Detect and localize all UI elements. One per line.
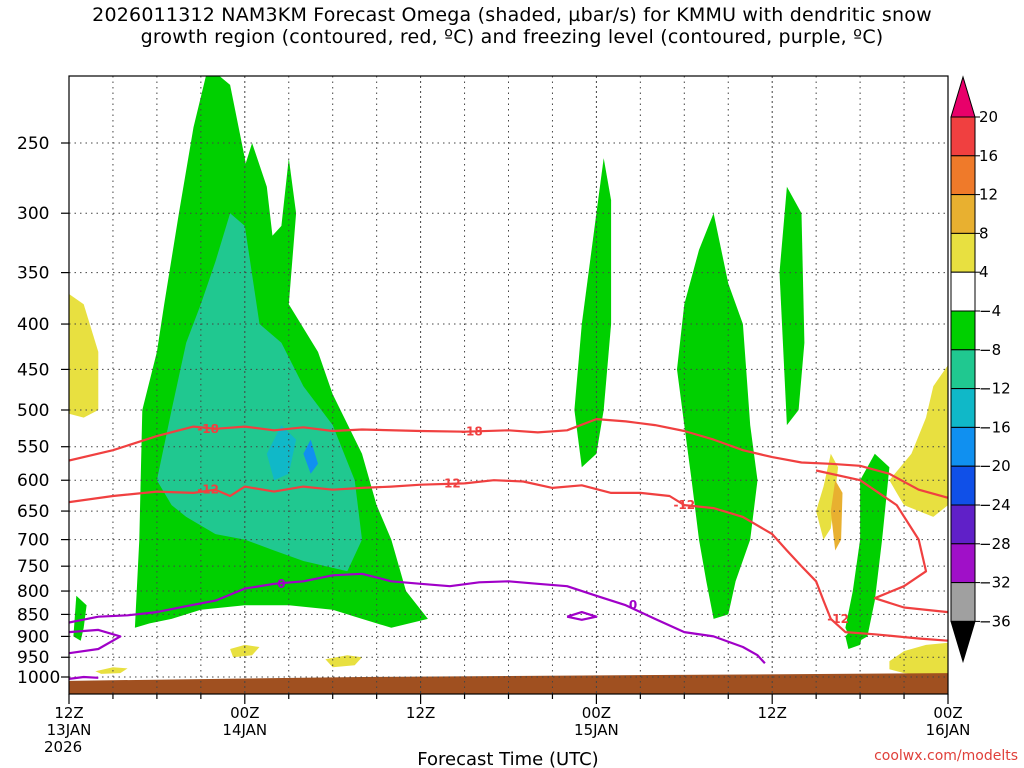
title-line-1: 2026011312 NAM3KM Forecast Omega (shaded…: [92, 4, 932, 26]
omega-region-3: [677, 213, 758, 619]
contour-line-6: [566, 611, 598, 621]
colorbar-label-9: −20: [979, 457, 1011, 475]
y-tick-label-1000: 1000: [17, 668, 60, 688]
colorbar-swatch-9: [950, 426, 976, 467]
omega-region-13: [889, 365, 948, 517]
temperature-contours: -18 -18 -12 -12 -12 -12 0 0: [69, 418, 948, 680]
contour-label-1-3: -12: [827, 612, 849, 626]
colorbar-swatch-12: [950, 543, 976, 584]
x-tick-label-3-1: 15JAN: [574, 721, 619, 739]
y-tick-label-500: 500: [17, 401, 49, 421]
y-tick-label-350: 350: [17, 264, 49, 284]
contour-line-2: [815, 469, 948, 614]
colorbar-label-5: −4: [979, 302, 1001, 320]
colorbar-bottom-arrow: [950, 620, 976, 664]
y-tick-label-650: 650: [17, 502, 49, 522]
omega-region-5: [845, 453, 890, 645]
contour-line-0: [69, 418, 948, 499]
contour-label-3-1: 0: [629, 598, 637, 612]
omega-region-18: [830, 480, 843, 551]
contour-line-5: [69, 675, 99, 680]
title-line-2: growth region (contoured, red, ºC) and f…: [140, 26, 884, 48]
terrain: [69, 673, 948, 694]
y-tick-label-450: 450: [17, 360, 49, 380]
x-axis-title: Forecast Time (UTC): [417, 749, 598, 768]
omega-region-8: [156, 213, 362, 572]
colorbar-swatch-4: [950, 232, 976, 273]
x-tick-label-5-1: 16JAN: [926, 721, 971, 739]
colorbar-label-13: −36: [979, 612, 1011, 630]
terrain-fill: [69, 673, 948, 694]
contour-label-1-0: -12: [197, 483, 219, 497]
y-tick-label-550: 550: [17, 438, 49, 458]
colorbar-label-1: 16: [979, 147, 998, 165]
x-tick-label-5-0: 00Z: [933, 704, 962, 722]
omega-region-14: [889, 642, 948, 677]
y-tick-label-800: 800: [17, 582, 49, 602]
omega-shading: [69, 76, 948, 677]
omega-region-7: [73, 595, 87, 641]
colorbar-swatch-6: [950, 310, 976, 351]
contour-line-4: [69, 628, 122, 655]
omega-region-16: [325, 655, 362, 668]
omega-region-2: [574, 158, 612, 468]
y-tick-label-850: 850: [17, 605, 49, 625]
colorbar-swatch-7: [950, 349, 976, 390]
omega-region-9: [266, 425, 297, 481]
contour-label-1-2: -12: [673, 498, 695, 512]
contour-label-3-0: 0: [277, 577, 285, 591]
y-tick-label-750: 750: [17, 557, 49, 577]
colorbar-label-0: 20: [979, 108, 998, 126]
credit-text: coolwx.com/modelts: [874, 748, 1018, 764]
y-tick-label-700: 700: [17, 531, 49, 551]
colorbar-swatch-13: [950, 582, 976, 622]
colorbar: 20 16 12 8 4 −4 −8 −12 −16 −20 −24 −28 −32 −36: [950, 75, 1011, 664]
contour-label-0-1: -18: [461, 425, 483, 439]
x-tick-label-4-0: 12Z: [758, 704, 787, 722]
x-tick-label-1-1: 14JAN: [222, 721, 267, 739]
colorbar-label-2: 12: [979, 186, 998, 204]
colorbar-swatch-1: [950, 116, 976, 157]
omega-region-4: [779, 186, 805, 426]
colorbar-label-4: 4: [979, 263, 989, 281]
omega-region-10: [303, 439, 318, 474]
colorbar-swatch-3: [950, 194, 976, 234]
colorbar-label-7: −12: [979, 380, 1011, 398]
omega-region-17: [95, 667, 128, 674]
colorbar-swatch-5: [950, 271, 976, 312]
y-tick-label-600: 600: [17, 471, 49, 491]
grid-lines: [68, 76, 949, 694]
colorbar-label-11: −28: [979, 535, 1011, 553]
x-tick-label-1-0: 00Z: [230, 704, 259, 722]
contour-label-0-0: -18: [197, 422, 219, 436]
x-tick-label-0-2: 2026: [44, 738, 82, 756]
x-tick-label-3-0: 00Z: [582, 704, 611, 722]
omega-region-11: [69, 294, 99, 418]
colorbar-swatch-10: [950, 465, 976, 506]
colorbar-swatch-2: [950, 155, 976, 196]
x-tick-label-2-0: 12Z: [406, 704, 435, 722]
contour-label-1-1: -12: [439, 476, 461, 490]
y-tick-label-900: 900: [17, 627, 49, 647]
y-tick-label-300: 300: [17, 204, 49, 224]
colorbar-label-3: 8: [979, 224, 989, 242]
colorbar-swatch-8: [950, 388, 976, 428]
colorbar-label-8: −16: [979, 418, 1011, 436]
chart-title: 2026011312 NAM3KM Forecast Omega (shaded…: [0, 4, 1024, 48]
colorbar-label-10: −24: [979, 496, 1011, 514]
axes: 2503003504004505005506006507007508008509…: [17, 75, 971, 768]
y-tick-label-400: 400: [17, 315, 49, 335]
x-tick-label-0-0: 12Z: [54, 704, 83, 722]
contour-line-1: [69, 479, 948, 642]
x-tick-label-0-1: 13JAN: [47, 721, 92, 739]
colorbar-swatch-11: [950, 504, 976, 545]
y-tick-label-250: 250: [17, 134, 49, 154]
colorbar-label-6: −8: [979, 341, 1001, 359]
contour-line-3: [69, 572, 766, 665]
colorbar-top-arrow: [950, 75, 976, 118]
colorbar-label-12: −32: [979, 574, 1011, 592]
y-tick-label-950: 950: [17, 648, 49, 668]
